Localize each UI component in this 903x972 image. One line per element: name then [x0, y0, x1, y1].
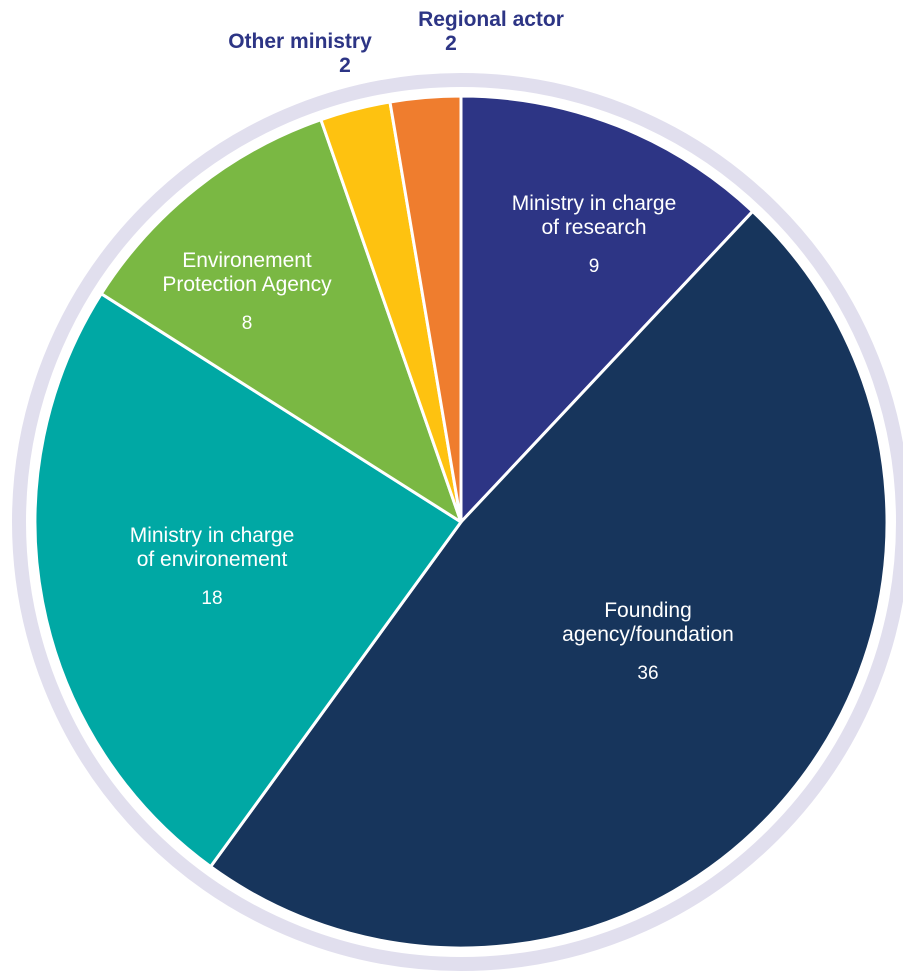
- slice-label-epa: Environement: [182, 249, 312, 272]
- pie-slice-founding-agency: [209, 209, 889, 950]
- pie-slice-ministry-environment: [33, 292, 463, 869]
- slice-label-founding-agency: Founding: [604, 599, 692, 622]
- slice-label-epa: Protection Agency: [162, 273, 332, 296]
- slice-label-founding-agency: agency/foundation: [562, 623, 734, 646]
- slice-label-ministry-environment: of environement: [137, 548, 288, 571]
- slice-label-ministry-research: of research: [541, 216, 646, 239]
- slice-value-founding-agency: 36: [637, 663, 658, 684]
- outer-label-regional-actor: Regional actor: [418, 8, 564, 31]
- pie-slices: [33, 94, 889, 950]
- pie-slice-epa: [99, 118, 463, 524]
- outer-label-other-ministry: Other ministry: [228, 30, 372, 53]
- pie-slice-regional-actor: [388, 94, 463, 524]
- slice-label-ministry-environment: Ministry in charge: [130, 524, 295, 547]
- outer-value-regional-actor: 2: [445, 32, 457, 55]
- slice-label-ministry-research: Ministry in charge: [512, 192, 677, 215]
- pie-slice-ministry-research: [459, 94, 755, 524]
- slice-value-epa: 8: [242, 313, 253, 334]
- pie-outer-ring: [12, 73, 903, 971]
- slice-value-ministry-environment: 18: [201, 588, 222, 609]
- slice-value-ministry-research: 9: [589, 256, 600, 277]
- outer-value-other-ministry: 2: [339, 54, 351, 77]
